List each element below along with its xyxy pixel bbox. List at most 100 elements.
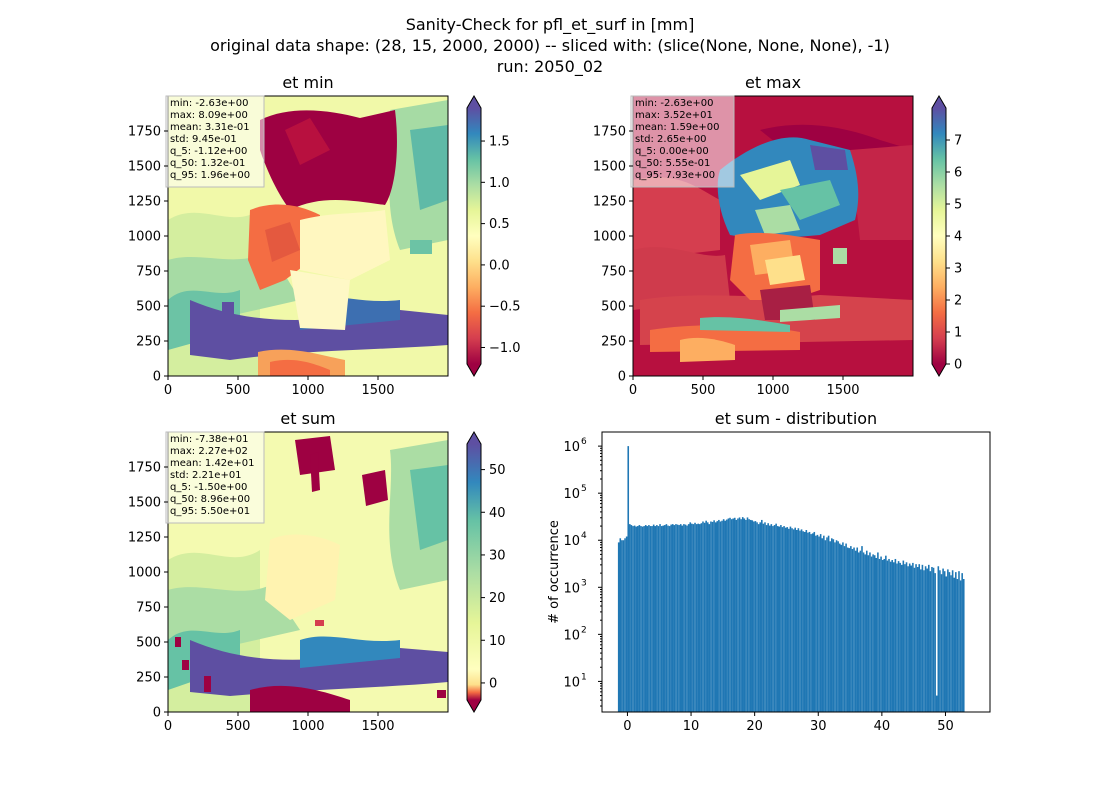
y-tick-exponent: 6 (581, 437, 587, 447)
histogram-bar (854, 550, 857, 712)
histogram-bar (746, 517, 749, 712)
histogram-bar (789, 526, 792, 712)
y-tick-label: 1000 (128, 230, 161, 245)
histogram-bar (905, 562, 908, 712)
stat-line: std: 2.21e+01 (170, 470, 242, 481)
histogram-bar (912, 562, 914, 712)
panel-et-min: et min min: -2.63e+00 (128, 73, 521, 398)
colorbar-tick-label: 1.5 (489, 135, 510, 150)
y-axis-et-max: 0 250 500 750 1000 1250 1500 1750 (593, 125, 633, 385)
histogram-bar (907, 566, 909, 712)
histogram-bar (897, 561, 900, 712)
stats-box-et-max: min: -2.63e+00 max: 3.52e+01 mean: 1.59e… (630, 95, 735, 188)
histogram-bar (878, 558, 881, 712)
stat-line: q_50: 5.55e-01 (635, 158, 710, 169)
x-axis-et-max: 0 500 1000 1500 (629, 376, 860, 398)
y-tick-label: 250 (601, 335, 626, 350)
colorbar-tick-label: 7 (954, 134, 962, 149)
histogram-bar (776, 526, 779, 712)
histogram-bar (902, 560, 905, 712)
stat-line: max: 3.52e+01 (635, 110, 713, 121)
histogram-bar (622, 540, 625, 712)
histogram-bar (656, 525, 658, 712)
histogram-bar (621, 540, 623, 712)
histogram-bar (916, 566, 919, 712)
y-tick-label: 10 (563, 581, 580, 596)
histogram-bar (843, 546, 846, 712)
y-tick-label: 1750 (128, 461, 161, 476)
y-tick-label: 750 (601, 265, 626, 280)
svg-text:min: -2.63e+00 max: 3.: min: -2.63e+00 max: 3.52e+01 mean: 1.59e… (635, 98, 723, 181)
histogram-bar (935, 695, 938, 712)
histogram-bar (796, 530, 798, 712)
y-tick-label: 500 (601, 300, 626, 315)
histogram-bar (681, 525, 684, 712)
stat-line: mean: 1.59e+00 (635, 122, 719, 133)
histogram-bar (654, 526, 657, 712)
histogram-bar (770, 524, 773, 712)
y-tick-exponent: 3 (581, 578, 587, 588)
histogram-bar (767, 523, 769, 712)
histogram-bar (840, 544, 843, 712)
histogram-bar (797, 528, 800, 712)
histogram-bar (705, 520, 707, 712)
x-tick-label: 1000 (291, 383, 324, 398)
histogram-bar (939, 570, 941, 712)
histogram-bar (764, 522, 766, 712)
histogram-bar (689, 522, 692, 712)
heatmap-et-max (633, 96, 913, 376)
stat-line: max: 2.27e+02 (170, 446, 248, 457)
y-tick-label: 500 (136, 300, 161, 315)
stat-line: min: -7.38e+01 (170, 434, 249, 445)
plot-frame-histogram (601, 431, 991, 713)
x-tick-label: 1500 (361, 383, 394, 398)
histogram-bar (947, 569, 949, 712)
histogram-bar (773, 525, 776, 712)
y-tick-label: 250 (136, 335, 161, 350)
histogram-bar (861, 546, 863, 712)
histogram-bar (900, 564, 903, 712)
histogram-bar (783, 526, 785, 712)
panel-title-et-max: et max (745, 73, 801, 92)
histogram-bar (635, 526, 637, 712)
stat-line: min: -2.63e+00 (635, 98, 714, 109)
histogram-bar (692, 524, 695, 712)
histogram-bar (718, 519, 720, 712)
y-tick-label: 10 (563, 534, 580, 549)
histogram-bar (827, 535, 830, 712)
histogram-bar (667, 525, 669, 712)
x-tick-label: 0 (629, 383, 637, 398)
histogram-bar (761, 519, 763, 712)
stat-line: max: 8.09e+00 (170, 110, 248, 121)
histogram-bar (920, 569, 922, 712)
histogram-bar (768, 525, 771, 712)
suptitle-line-3: run: 2050_02 (497, 57, 603, 77)
histogram-bar (950, 575, 952, 712)
y-tick-label: 1750 (593, 125, 626, 140)
histogram-bar (800, 529, 803, 712)
histogram-bar (683, 524, 685, 712)
y-tick-label: 1000 (593, 230, 626, 245)
histogram-bar (636, 526, 639, 712)
histogram-bar (780, 525, 782, 712)
colorbar-tick-label: 2 (954, 294, 962, 309)
histogram-bar (931, 566, 933, 712)
histogram-bar (700, 523, 703, 712)
x-tick-label: 1000 (756, 383, 789, 398)
stat-line: q_5: -1.12e+00 (170, 146, 247, 157)
x-axis-et-min: 0 500 1000 1500 (164, 376, 395, 398)
histogram-bar (945, 576, 948, 712)
y-tick-exponent: 2 (581, 625, 587, 635)
y-axis-et-sum: 0 250 500 750 1000 1250 1500 1750 (128, 461, 168, 721)
histogram-bar (799, 530, 801, 712)
histogram-bar (625, 536, 628, 712)
histogram-bar (675, 524, 677, 712)
x-tick-label: 500 (226, 383, 251, 398)
stat-line: q_95: 7.93e+00 (635, 170, 715, 181)
histogram-bar (883, 558, 886, 712)
histogram-bar (659, 524, 661, 712)
histogram-bar (687, 524, 690, 712)
histogram-bar (759, 522, 762, 712)
